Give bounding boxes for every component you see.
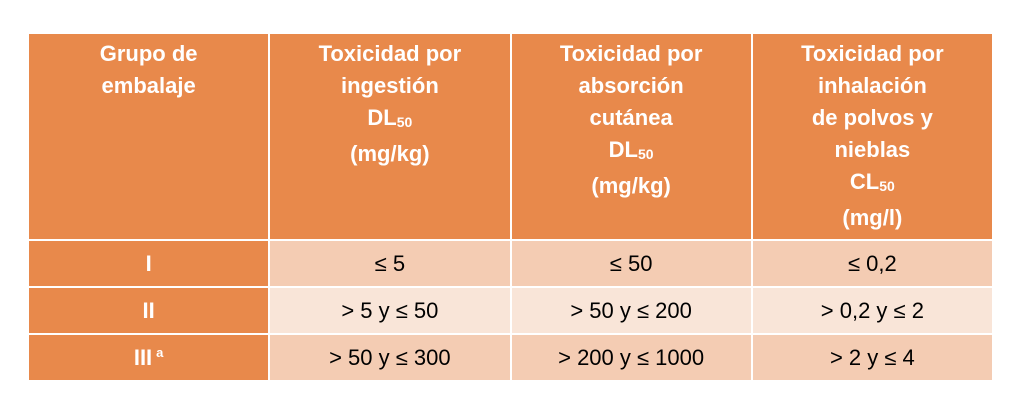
cell: > 200 y ≤ 1000 [509,333,753,382]
subscript: 50 [396,114,413,130]
subscript: 50 [879,178,895,194]
header-text: DL [608,137,638,162]
header-cell: Grupo de embalaje [26,32,271,241]
cell: ≤ 5 [268,239,512,288]
header-line: CL50 [753,166,992,202]
footnote-mark: a [156,344,164,360]
header-line: (mg/kg) [350,141,430,166]
cell: > 0,2 y ≤ 2 [750,286,995,335]
header-line: nieblas [834,137,911,162]
group-cell: I [26,239,271,288]
cell: ≤ 50 [509,239,753,288]
header-line: embalaje [101,73,196,98]
header-line: de polvos y [811,105,933,130]
cell: > 2 y ≤ 4 [750,333,995,382]
header-line: Toxicidad por [801,41,944,66]
header-row: Grupo de embalaje Toxicidad por ingestión DL… [26,32,995,241]
cell: > 50 y ≤ 200 [509,286,753,335]
table-row: II > 5 y ≤ 50 > 50 y ≤ 200 > 0,2 y ≤ 2 [26,286,995,335]
cell: > 5 y ≤ 50 [268,286,512,335]
header-line: Grupo de [99,41,198,66]
toxicity-table: Grupo de embalaje Toxicidad por ingestión DL… [26,32,995,382]
header-line: DL50 [512,134,751,170]
table-row: III a > 50 y ≤ 300 > 200 y ≤ 1000 > 2 y ≤ 4 [26,333,995,382]
header-text: DL [367,105,397,130]
header-cell: Toxicidad por inhalación de polvos y niebla… [750,32,995,241]
table-row: I ≤ 5 ≤ 50 ≤ 0,2 [26,239,995,288]
header-line: DL50 [270,102,509,138]
subscript: 50 [638,146,654,162]
group-cell: III a [26,333,271,382]
group-label: II [142,297,155,323]
group-cell: II [26,286,271,335]
table-body: I ≤ 5 ≤ 50 ≤ 0,2 II > 5 y ≤ 50 > 50 y ≤ 200 > 0… [26,239,995,382]
header-line: cutánea [589,105,673,130]
header-line: ingestión [340,73,439,98]
header-cell: Toxicidad por ingestión DL50 (mg/kg) [268,32,512,241]
header-line: (mg/l) [842,205,903,230]
group-label: III [133,344,153,370]
group-label: I [145,250,152,276]
header-cell: Toxicidad por absorción cutánea DL50 (mg/kg) [509,32,753,241]
header-line: (mg/kg) [591,173,671,198]
cell: ≤ 0,2 [750,239,995,288]
header-line: inhalación [817,73,927,98]
header-text: CL [849,169,880,194]
header-line: Toxicidad por [559,41,703,66]
header-line: absorción [578,73,684,98]
cell: > 50 y ≤ 300 [268,333,512,382]
header-line: Toxicidad por [318,41,462,66]
